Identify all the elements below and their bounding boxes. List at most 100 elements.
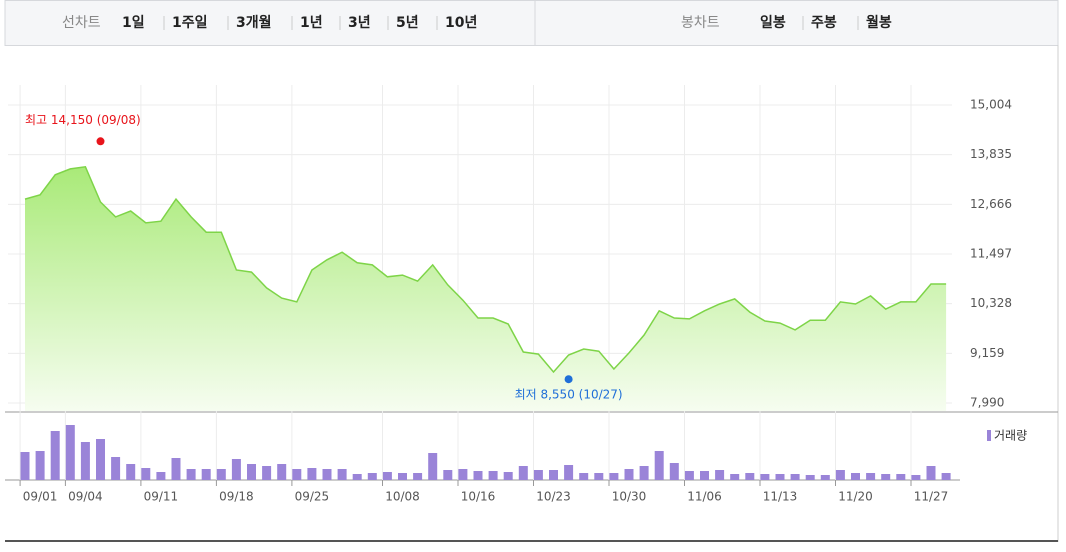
volume-bar — [96, 439, 105, 480]
volume-bar — [216, 469, 226, 480]
volume-bar — [111, 457, 121, 480]
x-tick-label: 09/18 — [219, 490, 254, 504]
volume-bar — [126, 464, 136, 480]
volume-bar — [247, 464, 256, 480]
volume-bar — [700, 471, 709, 480]
x-tick-label: 09/04 — [68, 490, 103, 504]
volume-bar — [730, 474, 740, 480]
volume-bar — [201, 469, 211, 480]
y-tick-label: 9,159 — [970, 346, 1004, 360]
volume-bar — [156, 472, 166, 480]
x-tick-label: 11/06 — [687, 490, 722, 504]
volume-bar — [231, 459, 241, 480]
x-tick-label: 09/11 — [144, 490, 179, 504]
period-tab[interactable]: 1주일 — [172, 15, 208, 31]
volume-bar — [337, 469, 347, 480]
volume-bar — [835, 470, 845, 480]
volume-bar — [609, 473, 619, 480]
volume-bar — [141, 468, 151, 480]
x-tick-label: 11/27 — [914, 490, 949, 504]
x-tick-label: 09/01 — [23, 490, 58, 504]
volume-bar — [624, 469, 634, 480]
period-tab[interactable]: 1년 — [300, 15, 323, 31]
y-tick-label: 10,328 — [970, 296, 1012, 310]
volume-bar — [398, 473, 407, 480]
volume-bar — [594, 473, 604, 480]
volume-bar — [896, 474, 906, 480]
volume-bar — [639, 466, 649, 480]
volume-bar — [654, 451, 664, 480]
y-tick-label: 15,004 — [970, 98, 1012, 112]
x-tick-label: 10/23 — [536, 490, 571, 504]
x-tick-label: 11/13 — [763, 490, 798, 504]
volume-bar — [820, 475, 830, 480]
volume-bar — [745, 473, 755, 480]
volume-bar — [186, 469, 196, 480]
y-tick-label: 12,666 — [970, 197, 1012, 211]
candle-tab[interactable]: 월봉 — [866, 14, 892, 31]
volume-bar — [866, 473, 876, 480]
period-tab[interactable]: 3개월 — [236, 14, 272, 31]
volume-bar — [549, 470, 558, 480]
volume-bar — [171, 458, 181, 480]
volume-bar — [65, 425, 75, 480]
x-tick-label: 10/16 — [461, 490, 496, 504]
period-tab[interactable]: 5년 — [396, 15, 419, 31]
volume-bar — [669, 463, 679, 480]
volume-bar — [790, 474, 800, 480]
volume-bar — [488, 471, 498, 480]
volume-bar — [911, 475, 921, 480]
volume-bar — [579, 473, 589, 480]
legend-swatch — [987, 430, 991, 441]
period-tab[interactable]: 3년 — [348, 15, 371, 31]
volume-bar — [503, 472, 513, 480]
legend-label: 거래량 — [994, 429, 1027, 443]
volume-bar — [35, 451, 45, 480]
y-tick-label: 7,990 — [970, 396, 1004, 410]
price-line — [24, 165, 947, 374]
extreme-label: 최저 8,550 (10/27) — [515, 388, 623, 402]
volume-bar — [715, 470, 725, 480]
volume-bar — [775, 474, 785, 480]
volume-bar — [684, 471, 694, 480]
volume-bar — [926, 466, 936, 480]
period-tab[interactable]: 10년 — [445, 15, 477, 31]
y-tick-label: 13,835 — [970, 147, 1012, 161]
tab-group-label: 선차트 — [62, 15, 101, 31]
volume-bar — [760, 474, 770, 480]
volume-bar — [382, 472, 392, 480]
volume-bar — [20, 452, 30, 480]
price-area — [25, 166, 947, 411]
period-tab[interactable]: 1일 — [122, 15, 145, 31]
x-tick-label: 09/25 — [295, 490, 330, 504]
tab-bar — [4, 0, 1059, 46]
volume-bar — [352, 474, 362, 480]
volume-bar — [292, 469, 302, 480]
volume-bar — [805, 475, 815, 480]
volume-bar — [518, 466, 528, 480]
volume-bar — [458, 469, 468, 480]
extreme-marker — [96, 137, 105, 146]
volume-bar — [322, 469, 332, 480]
volume-bar — [262, 466, 272, 480]
volume-bar — [564, 465, 574, 480]
candle-tab[interactable]: 주봉 — [811, 15, 837, 31]
volume-bar — [428, 453, 438, 480]
volume-bar — [473, 471, 483, 480]
volume-bar — [941, 473, 951, 480]
volume-bar — [851, 473, 860, 480]
x-tick-label: 10/30 — [612, 490, 647, 504]
volume-bar — [307, 468, 317, 480]
x-tick-label: 11/20 — [838, 490, 873, 504]
volume-bar — [277, 464, 287, 480]
volume-bar — [80, 442, 90, 480]
extreme-label: 최고 14,150 (09/08) — [25, 113, 141, 127]
volume-bar — [50, 431, 60, 480]
candle-tab[interactable]: 일봉 — [760, 15, 786, 31]
volume-bar — [443, 470, 453, 480]
volume-bar — [413, 473, 423, 480]
volume-bar — [881, 474, 891, 480]
y-tick-label: 11,497 — [970, 247, 1012, 261]
